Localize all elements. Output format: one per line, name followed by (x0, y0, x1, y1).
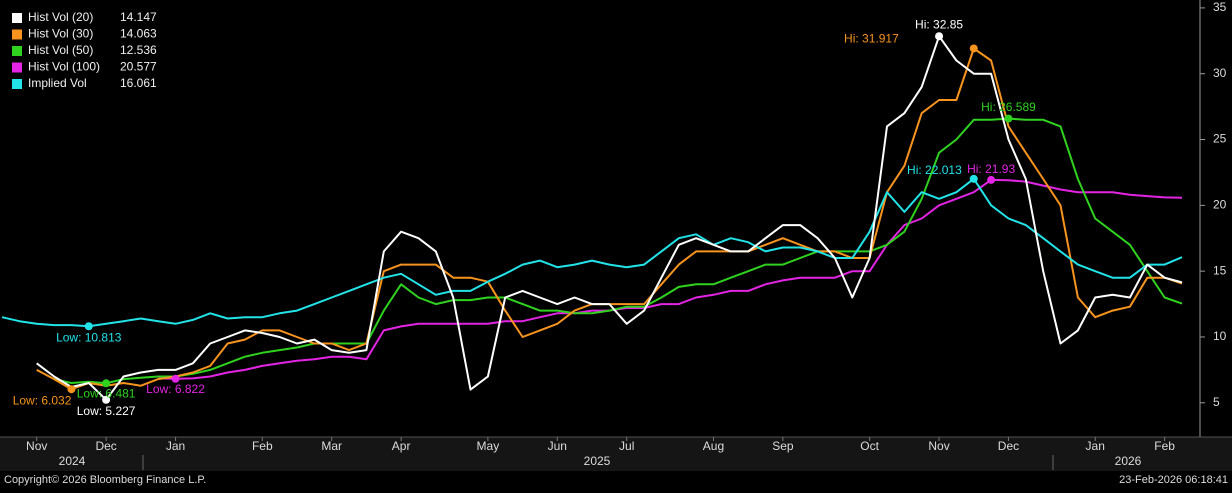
x-tick-label: Nov (26, 439, 47, 453)
extreme-marker (1004, 114, 1013, 123)
y-tick-label: 10 (1213, 329, 1227, 343)
series-line (1, 177, 1183, 328)
copyright: Copyright© 2026 Bloomberg Finance L.P. (4, 474, 206, 486)
extreme-label: Hi: 31.917 (844, 32, 899, 46)
extreme-marker (935, 32, 944, 41)
x-tick-label: Mar (321, 439, 342, 453)
extreme-label: Hi: 26.589 (981, 100, 1036, 114)
x-tick-label: Apr (392, 439, 411, 453)
x-tick-label: Jan (1086, 439, 1105, 453)
legend-swatch (12, 79, 22, 89)
legend-label: Hist Vol (30) (28, 27, 93, 41)
legend: Hist Vol (20) 14.147 Hist Vol (30) 14.063 Hi… (12, 10, 157, 90)
extreme-label: Low: 6.481 (77, 386, 136, 400)
x-tick-label: Dec (95, 439, 116, 453)
extreme-label: Low: 6.822 (146, 382, 205, 396)
x-tick-label: Aug (703, 439, 724, 453)
legend-value: 16.061 (120, 76, 157, 90)
x-tick-label: Jan (166, 439, 185, 453)
plot-lines (1, 35, 1183, 401)
x-tick-label: Nov (928, 439, 949, 453)
extreme-marker (84, 322, 93, 331)
legend-value: 14.147 (120, 10, 157, 24)
legend-label: Implied Vol (28, 76, 87, 90)
legend-value: 20.577 (120, 60, 157, 74)
x-tick-label: May (477, 439, 500, 453)
extreme-label: Low: 5.227 (77, 404, 136, 418)
legend-swatch (12, 62, 22, 73)
legend-swatch (12, 13, 22, 23)
y-tick-label: 35 (1213, 0, 1227, 14)
extreme-label: Low: 10.813 (56, 330, 122, 344)
legend-label: Hist Vol (50) (28, 43, 93, 57)
series-line (158, 178, 1183, 380)
x-tick-label: Feb (252, 439, 273, 453)
legend-swatch (12, 29, 22, 40)
legend-value: 12.536 (120, 43, 157, 57)
y-tick-label: 5 (1213, 395, 1220, 409)
extreme-label: Low: 6.032 (13, 393, 72, 407)
extreme-marker (987, 175, 996, 184)
x-tick-label: Jun (548, 439, 567, 453)
legend-box (2, 8, 164, 94)
extreme-marker (102, 379, 111, 388)
year-label: 2025 (584, 454, 611, 468)
x-tick-label: Dec (998, 439, 1019, 453)
x-tick-label: Feb (1154, 439, 1175, 453)
legend-swatch (12, 46, 22, 56)
legend-label: Hist Vol (100) (28, 60, 100, 74)
extreme-marker (969, 44, 978, 53)
legend-value: 14.063 (120, 27, 157, 41)
y-tick-label: 20 (1213, 198, 1227, 212)
x-tick-label: Jul (619, 439, 634, 453)
extreme-label: Hi: 22.013 (907, 163, 962, 177)
extreme-marker (67, 385, 76, 394)
series-line (36, 35, 1183, 401)
extreme-marker (171, 374, 180, 383)
y-tick-label: 25 (1213, 132, 1227, 146)
x-tick-label: Oct (860, 439, 879, 453)
extreme-label: Hi: 21.93 (967, 162, 1015, 176)
series-line (53, 117, 1183, 385)
timestamp: 23-Feb-2026 06:18:41 (1119, 474, 1228, 486)
annotations: Hi: 32.85 Low: 5.227 Hi: 31.917 Low: 6.032 H… (13, 17, 1036, 418)
legend-label: Hist Vol (20) (28, 10, 93, 24)
year-label: 2024 (59, 454, 86, 468)
extreme-marker (969, 174, 978, 183)
x-tick-label: Sep (772, 439, 794, 453)
y-tick-label: 30 (1213, 66, 1227, 80)
x-axis-band (0, 437, 1232, 471)
y-tick-label: 15 (1213, 263, 1227, 277)
extreme-marker (102, 395, 111, 404)
extreme-label: Hi: 32.85 (915, 17, 963, 31)
year-label: 2026 (1115, 454, 1142, 468)
